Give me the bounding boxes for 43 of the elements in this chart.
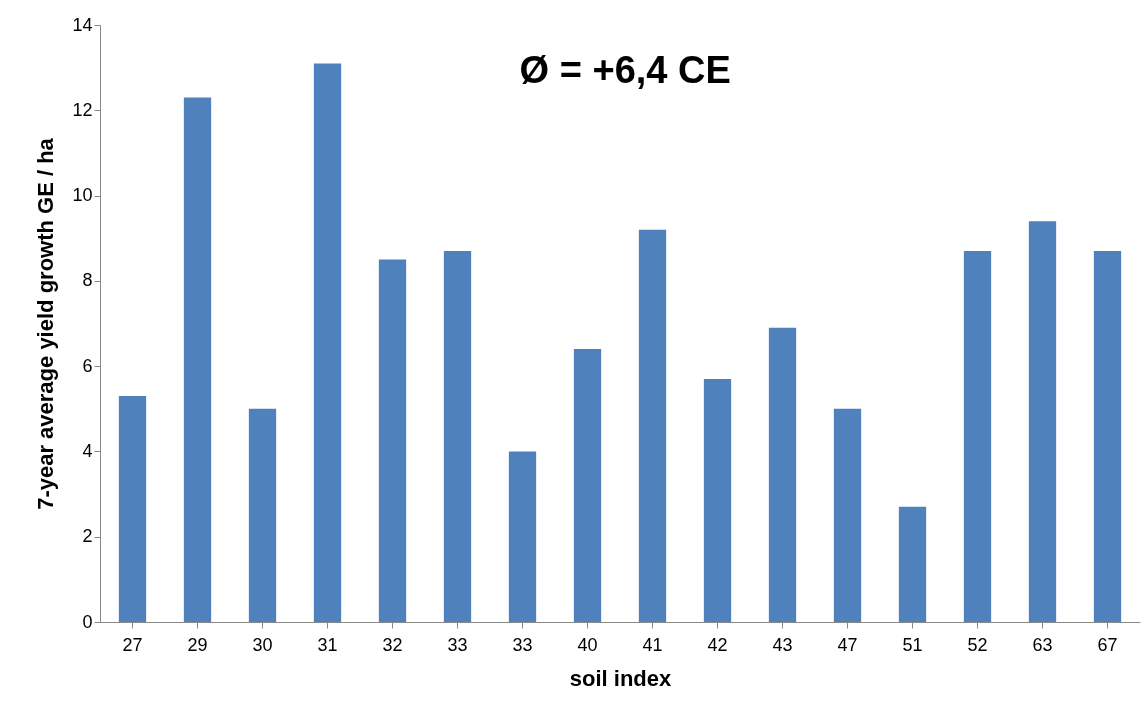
x-tick-label: 41 bbox=[642, 634, 663, 655]
x-tick-label: 33 bbox=[447, 634, 468, 655]
bar bbox=[573, 349, 602, 622]
bar bbox=[443, 251, 472, 622]
bar bbox=[118, 395, 147, 622]
bar bbox=[1028, 221, 1057, 622]
y-tick-label: 0 bbox=[82, 611, 93, 632]
y-tick-label: 8 bbox=[82, 270, 93, 291]
y-tick-label: 2 bbox=[82, 526, 93, 547]
x-tick-label: 30 bbox=[252, 634, 273, 655]
x-tick-label: 32 bbox=[382, 634, 403, 655]
bar bbox=[963, 251, 992, 622]
bar bbox=[378, 259, 407, 622]
x-tick-label: 27 bbox=[122, 634, 143, 655]
x-tick-label: 33 bbox=[512, 634, 533, 655]
x-tick-label: 52 bbox=[967, 634, 988, 655]
x-tick-label: 67 bbox=[1097, 634, 1118, 655]
bar bbox=[898, 506, 927, 622]
bar bbox=[183, 97, 212, 622]
bar bbox=[703, 378, 732, 622]
x-tick-label: 63 bbox=[1032, 634, 1053, 655]
x-tick-label: 29 bbox=[187, 634, 208, 655]
x-tick-label: 51 bbox=[902, 634, 923, 655]
bar bbox=[1093, 251, 1122, 622]
y-tick-label: 10 bbox=[72, 185, 93, 206]
x-tick-label: 40 bbox=[577, 634, 598, 655]
y-tick-label: 6 bbox=[82, 355, 93, 376]
x-tick-label: 47 bbox=[837, 634, 858, 655]
y-tick-label: 12 bbox=[72, 99, 93, 120]
bar bbox=[248, 408, 277, 622]
x-tick-label: 42 bbox=[707, 634, 728, 655]
y-axis-title: 7-year average yield growth GE / ha bbox=[33, 137, 59, 510]
y-tick-label: 4 bbox=[82, 440, 93, 461]
y-tick-label: 14 bbox=[72, 14, 93, 35]
x-axis-title: soil index bbox=[569, 665, 672, 691]
bar bbox=[508, 451, 537, 622]
bar bbox=[313, 63, 342, 622]
bar bbox=[833, 408, 862, 622]
annotation: Ø = +6,4 CE bbox=[519, 49, 731, 91]
x-tick-label: 31 bbox=[317, 634, 338, 655]
bar bbox=[638, 229, 667, 622]
x-tick-label: 43 bbox=[772, 634, 793, 655]
bar bbox=[768, 327, 797, 622]
